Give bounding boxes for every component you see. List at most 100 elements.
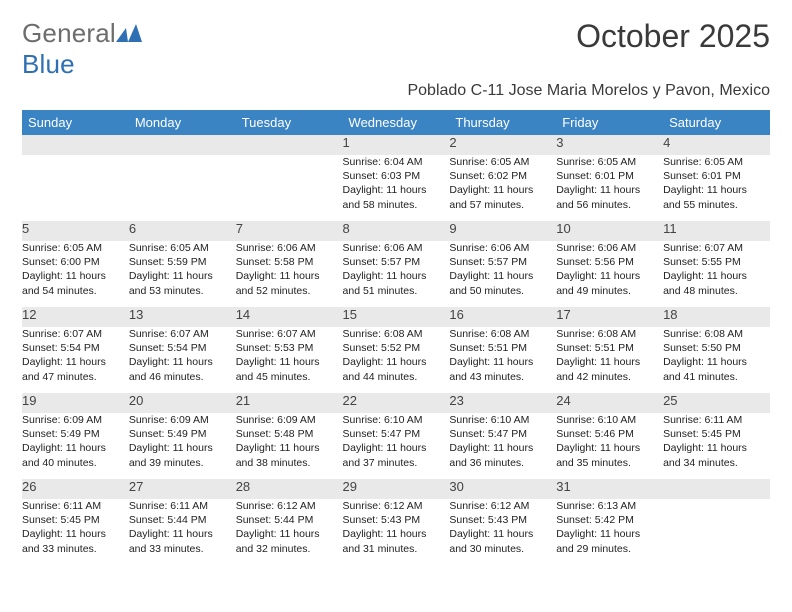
detail-line: Sunrise: 6:08 AM (663, 327, 770, 341)
day-detail-cell: Sunrise: 6:08 AMSunset: 5:50 PMDaylight:… (663, 327, 770, 393)
day-detail-cell: Sunrise: 6:06 AMSunset: 5:57 PMDaylight:… (449, 241, 556, 307)
detail-line: Daylight: 11 hours (556, 183, 663, 197)
detail-line: Sunrise: 6:05 AM (663, 155, 770, 169)
day-detail-cell: Sunrise: 6:09 AMSunset: 5:48 PMDaylight:… (236, 413, 343, 479)
detail-line: Sunset: 5:50 PM (663, 341, 770, 355)
detail-line: Sunrise: 6:05 AM (22, 241, 129, 255)
day-detail-cell: Sunrise: 6:07 AMSunset: 5:55 PMDaylight:… (663, 241, 770, 307)
detail-line: Sunset: 5:46 PM (556, 427, 663, 441)
brand-part2: Blue (22, 49, 75, 79)
detail-line: Daylight: 11 hours (449, 183, 556, 197)
detail-line: Sunrise: 6:12 AM (236, 499, 343, 513)
detail-line: Sunset: 5:49 PM (22, 427, 129, 441)
detail-line: Sunset: 5:54 PM (129, 341, 236, 355)
day-number-cell (663, 479, 770, 499)
detail-line: Daylight: 11 hours (22, 527, 129, 541)
day-detail-cell: Sunrise: 6:11 AMSunset: 5:45 PMDaylight:… (22, 499, 129, 565)
detail-line: and 48 minutes. (663, 284, 770, 298)
detail-line: Daylight: 11 hours (236, 441, 343, 455)
detail-line: and 46 minutes. (129, 370, 236, 384)
detail-line: Daylight: 11 hours (343, 183, 450, 197)
day-number-cell: 13 (129, 307, 236, 327)
day-detail-cell: Sunrise: 6:04 AMSunset: 6:03 PMDaylight:… (343, 155, 450, 221)
day-detail-cell: Sunrise: 6:10 AMSunset: 5:47 PMDaylight:… (449, 413, 556, 479)
detail-line: Sunset: 5:45 PM (663, 427, 770, 441)
day-header-row: Sunday Monday Tuesday Wednesday Thursday… (22, 110, 770, 135)
detail-line: Daylight: 11 hours (22, 269, 129, 283)
detail-line: Sunset: 5:45 PM (22, 513, 129, 527)
day-number-cell: 20 (129, 393, 236, 413)
detail-line: Daylight: 11 hours (449, 269, 556, 283)
detail-line: Sunrise: 6:11 AM (22, 499, 129, 513)
day-number-cell: 31 (556, 479, 663, 499)
day-detail-cell: Sunrise: 6:07 AMSunset: 5:54 PMDaylight:… (129, 327, 236, 393)
detail-line: and 33 minutes. (22, 542, 129, 556)
detail-line: and 39 minutes. (129, 456, 236, 470)
detail-line: Daylight: 11 hours (343, 269, 450, 283)
detail-line: Daylight: 11 hours (663, 183, 770, 197)
detail-line: Sunrise: 6:05 AM (129, 241, 236, 255)
daynum-row: 12131415161718 (22, 307, 770, 327)
calendar-table: Sunday Monday Tuesday Wednesday Thursday… (22, 110, 770, 565)
day-detail-cell: Sunrise: 6:12 AMSunset: 5:43 PMDaylight:… (343, 499, 450, 565)
day-number-cell: 27 (129, 479, 236, 499)
calendar-thead: Sunday Monday Tuesday Wednesday Thursday… (22, 110, 770, 135)
detail-line: Sunset: 5:57 PM (343, 255, 450, 269)
detail-line: Daylight: 11 hours (663, 269, 770, 283)
day-detail-cell: Sunrise: 6:13 AMSunset: 5:42 PMDaylight:… (556, 499, 663, 565)
detail-line: Sunrise: 6:09 AM (236, 413, 343, 427)
detail-line: and 34 minutes. (663, 456, 770, 470)
detail-line: Sunrise: 6:07 AM (663, 241, 770, 255)
page-subtitle: Poblado C-11 Jose Maria Morelos y Pavon,… (22, 82, 770, 100)
day-detail-cell (129, 155, 236, 221)
detail-line: Sunrise: 6:12 AM (449, 499, 556, 513)
detail-line: and 56 minutes. (556, 198, 663, 212)
day-number-cell: 5 (22, 221, 129, 241)
detail-line: Sunset: 5:52 PM (343, 341, 450, 355)
detail-line: Sunset: 6:00 PM (22, 255, 129, 269)
day-detail-cell (236, 155, 343, 221)
detail-line: and 42 minutes. (556, 370, 663, 384)
detail-line: Daylight: 11 hours (343, 355, 450, 369)
day-detail-cell: Sunrise: 6:07 AMSunset: 5:54 PMDaylight:… (22, 327, 129, 393)
detail-line: Sunset: 5:54 PM (22, 341, 129, 355)
day-number-cell: 6 (129, 221, 236, 241)
detail-line: Daylight: 11 hours (129, 441, 236, 455)
day-number-cell: 9 (449, 221, 556, 241)
detail-line: Daylight: 11 hours (22, 441, 129, 455)
detail-line: Daylight: 11 hours (236, 527, 343, 541)
day-detail-cell: Sunrise: 6:05 AMSunset: 5:59 PMDaylight:… (129, 241, 236, 307)
detail-line: Sunset: 5:56 PM (556, 255, 663, 269)
detail-line: Daylight: 11 hours (556, 269, 663, 283)
detail-line: and 47 minutes. (22, 370, 129, 384)
detail-line: Daylight: 11 hours (449, 355, 556, 369)
detail-line: Sunrise: 6:13 AM (556, 499, 663, 513)
detail-line: Sunrise: 6:07 AM (236, 327, 343, 341)
day-number-cell: 16 (449, 307, 556, 327)
brand-logo: General Blue (22, 18, 142, 80)
detail-line: Sunrise: 6:06 AM (556, 241, 663, 255)
day-detail-cell: Sunrise: 6:09 AMSunset: 5:49 PMDaylight:… (129, 413, 236, 479)
day-number-cell: 4 (663, 135, 770, 155)
day-detail-cell: Sunrise: 6:09 AMSunset: 5:49 PMDaylight:… (22, 413, 129, 479)
detail-line: Sunrise: 6:10 AM (449, 413, 556, 427)
day-detail-cell: Sunrise: 6:05 AMSunset: 6:01 PMDaylight:… (663, 155, 770, 221)
detail-line: Sunset: 5:57 PM (449, 255, 556, 269)
day-detail-cell: Sunrise: 6:06 AMSunset: 5:58 PMDaylight:… (236, 241, 343, 307)
detail-line: Sunset: 5:53 PM (236, 341, 343, 355)
detail-line: and 37 minutes. (343, 456, 450, 470)
brand-part1: General (22, 18, 116, 48)
detail-line: and 44 minutes. (343, 370, 450, 384)
detail-line: and 38 minutes. (236, 456, 343, 470)
detail-line: Sunset: 5:48 PM (236, 427, 343, 441)
day-number-cell: 7 (236, 221, 343, 241)
day-detail-cell: Sunrise: 6:05 AMSunset: 6:00 PMDaylight:… (22, 241, 129, 307)
detail-line: Sunrise: 6:10 AM (343, 413, 450, 427)
detail-line: and 52 minutes. (236, 284, 343, 298)
day-detail-cell: Sunrise: 6:08 AMSunset: 5:51 PMDaylight:… (449, 327, 556, 393)
detail-line: and 54 minutes. (22, 284, 129, 298)
detail-row: Sunrise: 6:05 AMSunset: 6:00 PMDaylight:… (22, 241, 770, 307)
detail-line: Sunrise: 6:08 AM (449, 327, 556, 341)
detail-line: and 36 minutes. (449, 456, 556, 470)
day-number-cell: 14 (236, 307, 343, 327)
